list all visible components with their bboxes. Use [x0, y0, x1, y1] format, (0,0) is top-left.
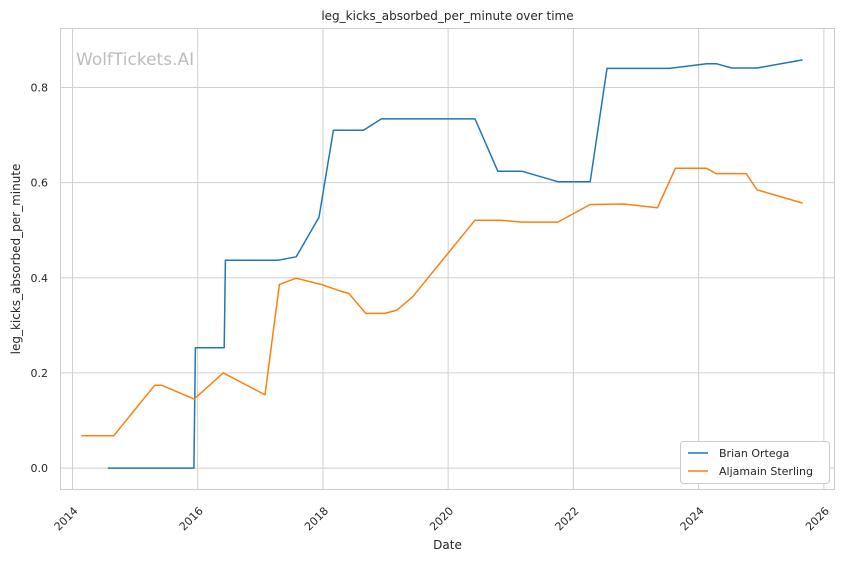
x-tick-label-2020: 2020 — [427, 504, 456, 533]
y-axis-label: leg_kicks_absorbed_per_minute — [9, 164, 23, 355]
x-tick-label-2016: 2016 — [177, 504, 206, 533]
y-tick-label-2: 0.4 — [31, 272, 49, 285]
x-tick-label-2024: 2024 — [678, 504, 707, 533]
y-tick-label-0: 0.0 — [31, 462, 49, 475]
chart-title: leg_kicks_absorbed_per_minute over time — [321, 9, 573, 23]
x-tick-label-2018: 2018 — [302, 504, 331, 533]
x-axis-label: Date — [433, 538, 462, 552]
x-tick-label-2014: 2014 — [52, 504, 81, 533]
series-line-brian-ortega — [107, 59, 803, 469]
watermark-text: WolfTickets.AI — [76, 50, 194, 70]
legend-label-aljamain-sterling: Aljamain Sterling — [719, 465, 813, 478]
plot-frame — [60, 28, 835, 490]
x-tick-label-2022: 2022 — [553, 504, 582, 533]
y-tick-label-3: 0.6 — [31, 177, 49, 190]
y-tick-label-4: 0.8 — [31, 81, 49, 94]
y-tick-label-1: 0.2 — [31, 367, 49, 380]
grid-layer — [60, 28, 834, 489]
legend-box — [680, 441, 830, 484]
legend: Brian Ortega Aljamain Sterling — [680, 441, 830, 484]
y-tick-labels: 0.0 0.2 0.4 0.6 0.8 — [31, 81, 49, 475]
series-layer — [81, 59, 803, 469]
legend-label-brian-ortega: Brian Ortega — [719, 447, 789, 460]
x-tick-labels: 2014 2016 2018 2020 2022 2024 2026 — [52, 504, 832, 533]
x-tick-label-2026: 2026 — [803, 504, 832, 533]
series-line-aljamain-sterling — [81, 167, 803, 437]
